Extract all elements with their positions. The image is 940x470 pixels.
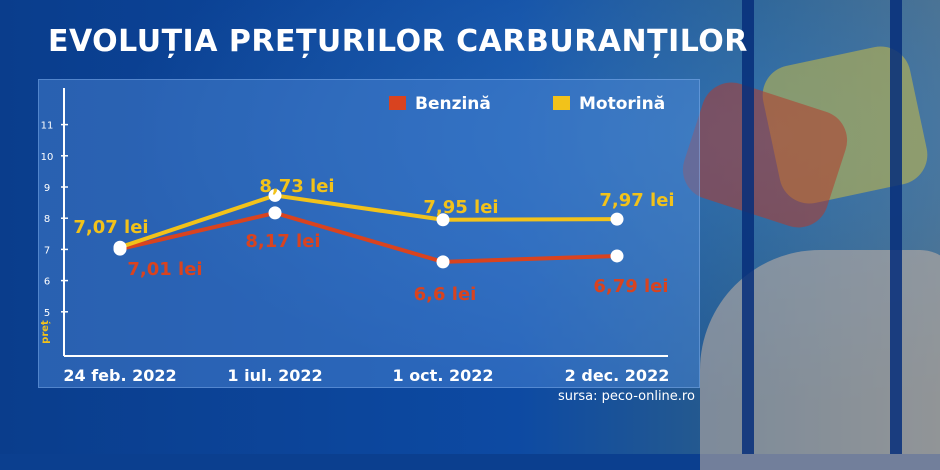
data-label: 7,95 lei: [423, 197, 498, 218]
data-point: [436, 255, 450, 269]
y-tick-label: 6: [44, 277, 50, 288]
y-tick-label: 7: [44, 245, 50, 256]
chart-panel: [38, 79, 700, 388]
chart-data-labels: 7,01 lei 8,17 lei 6,6 lei 6,79 lei 7,07 lei 8…: [73, 176, 674, 305]
legend-label: Benzină: [415, 94, 491, 114]
data-label: 7,01 lei: [127, 259, 202, 280]
data-point: [610, 249, 624, 263]
background-stripe: [742, 0, 754, 454]
x-tick-label: 1 oct. 2022: [392, 366, 493, 385]
data-label: 8,17 lei: [245, 231, 320, 252]
data-label: 6,6 lei: [414, 284, 477, 305]
y-tick-label: 8: [44, 214, 50, 225]
x-tick-label: 2 dec. 2022: [565, 366, 670, 385]
data-point: [268, 206, 282, 220]
legend-label: Motorină: [579, 94, 665, 114]
chart-points: [113, 188, 624, 269]
legend-swatch: [553, 96, 570, 110]
data-label: 7,07 lei: [73, 217, 148, 238]
y-tick-label: 9: [44, 183, 50, 194]
line-chart: 5 6 7 8 9 10 11 preț 24 feb. 2022 1 iul. 2022 1 oc…: [40, 88, 675, 385]
x-tick-label: 1 iul. 2022: [227, 366, 322, 385]
y-tick-label: 5: [44, 308, 50, 319]
chart-lines: [119, 193, 618, 264]
data-point: [113, 240, 127, 254]
data-label: 8,73 lei: [259, 176, 334, 197]
chart-axes: 5 6 7 8 9 10 11 preț 24 feb. 2022 1 iul. 2022 1 oc…: [40, 88, 669, 385]
data-label: 6,79 lei: [593, 276, 668, 297]
series-line: [119, 210, 618, 264]
y-axis-label: preț: [40, 320, 51, 344]
data-point: [436, 213, 450, 227]
page-title: EVOLUȚIA PREȚURILOR CARBURANȚILOR: [48, 24, 748, 59]
background-stripe: [890, 0, 902, 454]
source-note: sursa: peco-online.ro: [558, 389, 695, 404]
x-tick-label: 24 feb. 2022: [63, 366, 176, 385]
y-tick-label: 11: [41, 121, 54, 132]
data-point: [268, 188, 282, 202]
series-line: [119, 193, 618, 250]
data-point: [610, 212, 624, 226]
chart-legend: Benzină Motorină: [389, 94, 665, 114]
legend-swatch: [389, 96, 406, 110]
y-tick-label: 10: [41, 152, 54, 163]
data-label: 7,97 lei: [599, 190, 674, 211]
